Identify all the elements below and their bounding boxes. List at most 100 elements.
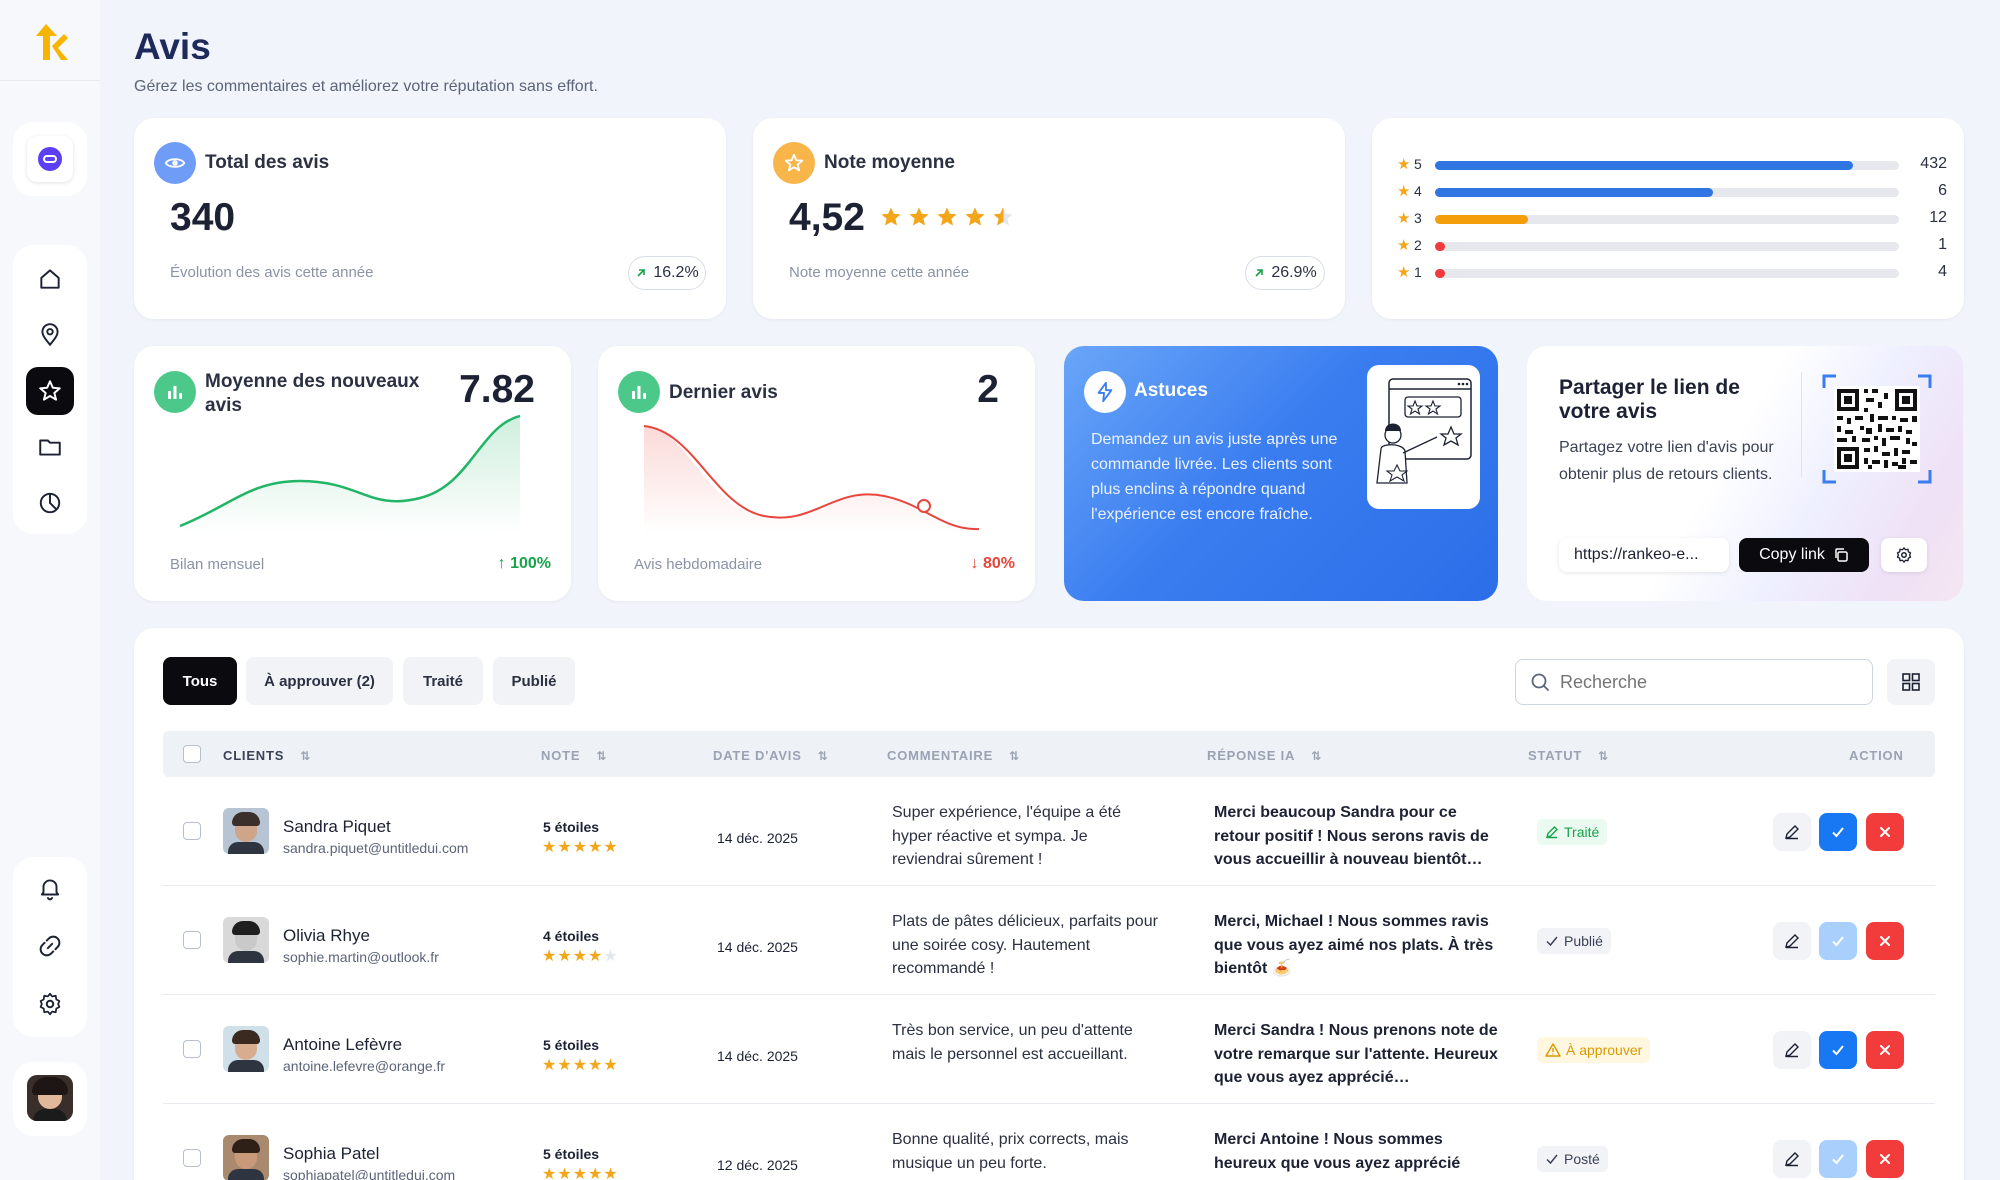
- reject-button[interactable]: [1866, 1140, 1904, 1178]
- note-label: 5 étoiles: [543, 1146, 600, 1162]
- note-label: 5 étoiles: [543, 819, 600, 835]
- distribution-bar: [1435, 161, 1899, 170]
- edit-button[interactable]: [1773, 1031, 1811, 1069]
- client-email: sandra.piquet@untitledui.com: [283, 840, 469, 856]
- col-note[interactable]: NOTE ⇅: [541, 748, 607, 763]
- client-name: Antoine Lefèvre: [283, 1035, 403, 1054]
- last-review-value: 2: [977, 368, 999, 411]
- bar-chart-icon: [154, 371, 196, 413]
- copy-link-button[interactable]: Copy link: [1739, 538, 1869, 572]
- status-label: Traité: [1564, 824, 1600, 840]
- select-all-checkbox[interactable]: [183, 745, 201, 763]
- reject-button[interactable]: [1866, 1031, 1904, 1069]
- tips-card: Astuces Demandez un avis juste après une…: [1064, 346, 1498, 601]
- row-checkbox[interactable]: [183, 1040, 201, 1058]
- tab-all[interactable]: Tous: [163, 657, 237, 705]
- kpi-rating-card: Note moyenne 4,52 Note moyenne cette ann…: [753, 118, 1345, 319]
- sort-icon: ⇅: [1009, 749, 1020, 763]
- distribution-count: 6: [1938, 182, 1947, 199]
- rating-star-icon: [963, 205, 989, 231]
- last-review-trend-value: 80%: [982, 555, 1015, 572]
- nav-home[interactable]: [26, 255, 74, 303]
- sparkline-point: [917, 499, 931, 513]
- kpi-total-trend-value: 16.2%: [653, 264, 699, 281]
- pencil-icon: [1785, 934, 1799, 949]
- search-box[interactable]: [1515, 659, 1873, 705]
- sort-icon: ⇅: [1311, 749, 1323, 763]
- share-card: Partager le lien de votre avis Partagez …: [1527, 346, 1963, 601]
- col-reply-label: RÉPONSE IA: [1207, 748, 1296, 763]
- edit-button[interactable]: [1773, 922, 1811, 960]
- status-badge: Publié: [1537, 928, 1611, 954]
- col-date[interactable]: DATE D'AVIS ⇅: [713, 748, 829, 763]
- star-icon: ★: [1397, 156, 1411, 173]
- close-icon: [1880, 936, 1890, 946]
- client-name: Sophia Patel: [283, 1144, 380, 1163]
- approve-button[interactable]: [1819, 1140, 1857, 1178]
- nav-files[interactable]: [26, 423, 74, 471]
- app-logo[interactable]: [30, 20, 70, 64]
- qr-code[interactable]: [1822, 374, 1932, 484]
- check-icon: [1832, 1045, 1844, 1056]
- rating-star-icon: [935, 205, 961, 231]
- distribution-stars: 5: [1414, 156, 1422, 172]
- distribution-count: 12: [1929, 209, 1947, 226]
- col-reply[interactable]: RÉPONSE IA ⇅: [1207, 748, 1322, 763]
- page-title: Avis: [134, 26, 211, 67]
- note-label: 4 étoiles: [543, 928, 600, 944]
- tab-processed[interactable]: Traité: [403, 657, 483, 705]
- new-average-trend: ↑ 100%: [497, 555, 551, 572]
- gear-icon: [39, 992, 61, 1016]
- row-checkbox[interactable]: [183, 931, 201, 949]
- kpi-total-value: 340: [170, 196, 236, 239]
- row-checkbox[interactable]: [183, 822, 201, 840]
- tab-to-approve[interactable]: À approuver (2): [246, 657, 393, 705]
- distribution-row: ★ 1 4: [1397, 263, 1947, 283]
- sidebar: [0, 0, 100, 1180]
- sort-icon: ⇅: [1598, 749, 1609, 763]
- tab-published[interactable]: Publié: [493, 657, 575, 705]
- nav-reviews[interactable]: [26, 367, 74, 415]
- nav-links[interactable]: [26, 922, 74, 970]
- col-clients[interactable]: CLIENTS ⇅: [223, 748, 311, 763]
- share-link-field[interactable]: https://rankeo-e...: [1559, 538, 1729, 572]
- nav-analytics[interactable]: [26, 479, 74, 527]
- nav-locations[interactable]: [26, 311, 74, 359]
- pencil-icon: [1785, 825, 1799, 840]
- approve-button[interactable]: [1819, 922, 1857, 960]
- nav-notifications[interactable]: [26, 864, 74, 912]
- star-icon: [39, 380, 61, 401]
- workspace-switcher[interactable]: [13, 122, 87, 196]
- check-icon: [1832, 827, 1844, 838]
- main-nav: [13, 245, 87, 534]
- avatar: [223, 808, 269, 854]
- share-settings-button[interactable]: [1881, 538, 1927, 572]
- distribution-bar: [1435, 215, 1899, 224]
- edit-button[interactable]: [1773, 813, 1811, 851]
- approve-button[interactable]: [1819, 813, 1857, 851]
- ai-reply: Merci beaucoup Sandra pour ce retour pos…: [1214, 804, 1489, 868]
- status-label: Posté: [1564, 1151, 1600, 1167]
- table-row: Sophia Patel sophiapatel@untitledui.com 5 …: [163, 1104, 1935, 1180]
- last-review-card: Dernier avis 2 Avis hebdomadaire ↓ 80%: [598, 346, 1035, 601]
- grid-view-button[interactable]: [1887, 659, 1935, 705]
- edit-button[interactable]: [1773, 1140, 1811, 1178]
- note-stars: ★★★★★: [542, 1166, 619, 1180]
- col-comment[interactable]: COMMENTAIRE ⇅: [887, 748, 1020, 763]
- status-badge: Traité: [1537, 819, 1608, 845]
- approve-button[interactable]: [1819, 1031, 1857, 1069]
- reject-button[interactable]: [1866, 922, 1904, 960]
- nav-settings[interactable]: [26, 980, 74, 1028]
- review-comment: Super expérience, l'équipe a été hyper r…: [892, 804, 1121, 868]
- tips-text: Demandez un avis juste après une command…: [1091, 431, 1338, 523]
- kpi-total-trend: 16.2%: [628, 256, 706, 290]
- row-checkbox[interactable]: [183, 1149, 201, 1167]
- last-review-caption: Avis hebdomadaire: [634, 556, 763, 573]
- col-status[interactable]: STATUT ⇅: [1528, 748, 1609, 763]
- rating-star-icon: [907, 205, 933, 231]
- search-icon: [1531, 673, 1549, 691]
- search-input[interactable]: [1560, 671, 1860, 693]
- user-menu[interactable]: [13, 1062, 87, 1136]
- copy-icon: [1835, 548, 1848, 562]
- reject-button[interactable]: [1866, 813, 1904, 851]
